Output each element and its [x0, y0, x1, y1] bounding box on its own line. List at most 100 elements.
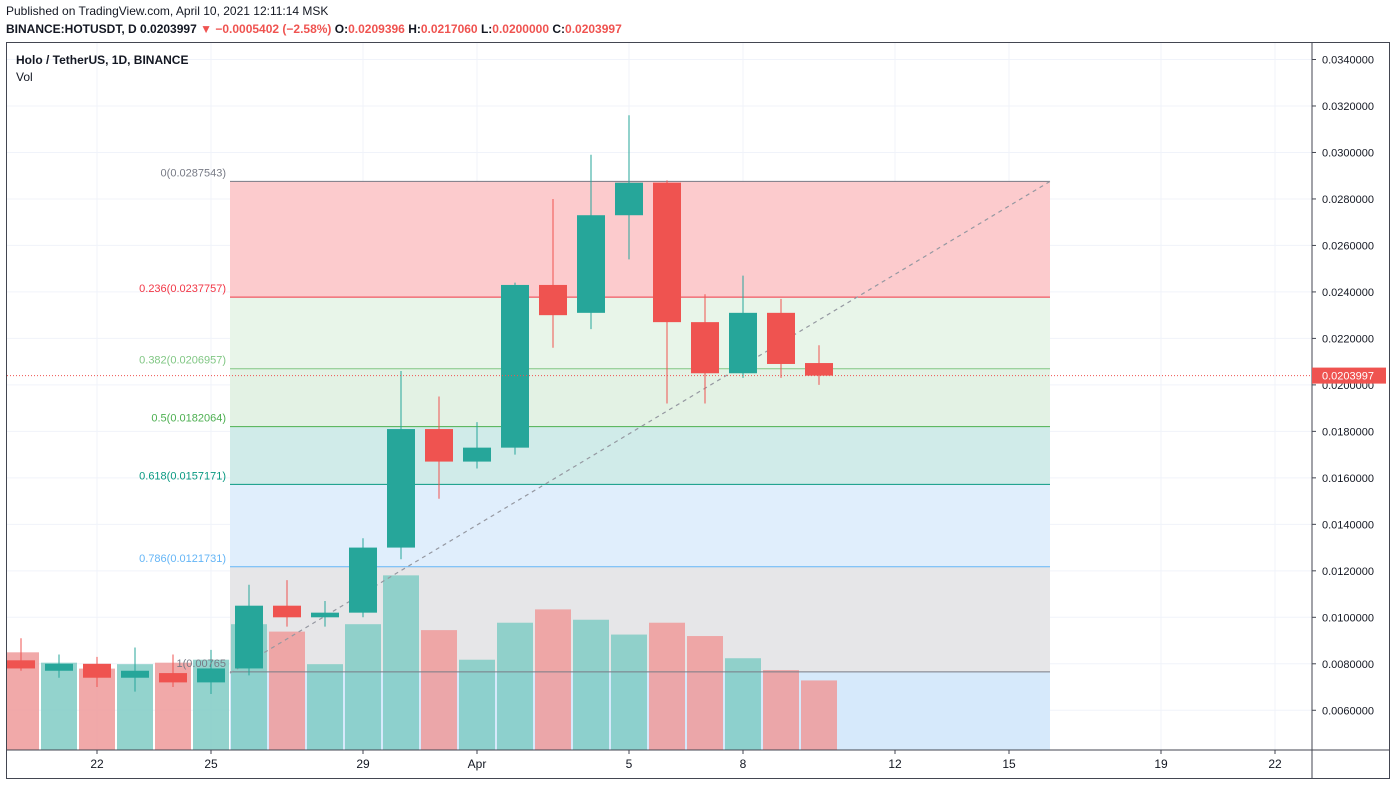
volume-bar — [269, 631, 305, 750]
volume-bar — [801, 680, 837, 750]
volume-bar — [307, 664, 343, 750]
candle-body — [121, 670, 149, 678]
candle-body — [805, 363, 833, 376]
chart-legend-title: Holo / TetherUS, 1D, BINANCE — [16, 53, 189, 67]
last-price-value: 0.0203997 — [140, 22, 197, 36]
candle-body — [729, 312, 757, 374]
y-tick-label: 0.0300000 — [1322, 147, 1374, 159]
fib-level-label: 1(0.00765 — [176, 658, 226, 670]
candle — [45, 654, 73, 678]
last-price-badge — [1312, 367, 1386, 384]
y-tick-label: 0.0160000 — [1322, 473, 1374, 485]
low-value: 0.0200000 — [492, 22, 549, 36]
candle — [349, 538, 377, 618]
y-tick-label: 0.0280000 — [1322, 194, 1374, 206]
x-tick-label: 22 — [90, 757, 104, 771]
candle — [729, 275, 757, 378]
candle — [425, 396, 453, 499]
volume-bar — [687, 636, 723, 750]
candle — [197, 649, 225, 695]
y-tick-label: 0.0220000 — [1322, 333, 1374, 345]
volume-bar — [497, 622, 533, 750]
close-label: C: — [552, 22, 566, 36]
volume-bar — [763, 670, 799, 750]
low-label: L: — [480, 22, 493, 36]
x-tick-label: 15 — [1002, 757, 1016, 771]
symbol-label: BINANCE:HOTUSDT, D — [6, 22, 137, 36]
fib-level-label: 0.618(0.0157171) — [139, 470, 226, 482]
fib-zone — [230, 426, 1050, 485]
volume-bar — [573, 619, 609, 750]
last-price-badge-label: 0.0203997 — [1322, 371, 1374, 383]
candle — [539, 198, 567, 348]
high-value: 0.0217060 — [420, 22, 478, 36]
x-tick-label: 19 — [1154, 757, 1168, 771]
candle — [159, 654, 187, 688]
fib-level-label: 0.5(0.0182064) — [151, 413, 226, 425]
candle-body — [7, 660, 35, 669]
candle-body — [83, 663, 111, 678]
y-tick-label: 0.0340000 — [1322, 55, 1374, 67]
high-label: H: — [408, 22, 421, 36]
x-tick-label: Apr — [468, 757, 487, 771]
candle — [805, 345, 833, 385]
volume-bar — [459, 659, 495, 750]
candle-body — [501, 284, 529, 448]
candle — [501, 282, 529, 455]
y-tick-label: 0.0140000 — [1322, 519, 1374, 531]
change-down-arrow-icon: ▼ — [200, 22, 212, 36]
close-value: 0.0203997 — [565, 22, 622, 36]
fib-level-label: 0.382(0.0206957) — [139, 355, 226, 367]
y-tick-label: 0.0060000 — [1322, 705, 1374, 717]
candle — [311, 601, 339, 627]
y-tick-label: 0.0180000 — [1322, 426, 1374, 438]
x-tick-label: 8 — [740, 757, 747, 771]
volume-bar — [611, 634, 647, 750]
volume-legend: Vol — [16, 70, 33, 84]
x-tick-label: 29 — [356, 757, 370, 771]
candle-body — [767, 312, 795, 364]
candle-body — [349, 547, 377, 613]
candle — [691, 294, 719, 404]
candle-body — [45, 663, 73, 671]
candle-body — [235, 605, 263, 669]
volume-bar — [345, 624, 381, 750]
candle-body — [691, 322, 719, 374]
y-tick-label: 0.0120000 — [1322, 566, 1374, 578]
candle — [615, 115, 643, 260]
x-tick-label: 22 — [1268, 757, 1282, 771]
volume-bar — [649, 622, 685, 750]
volume-bar — [725, 658, 761, 750]
candle-body — [273, 605, 301, 618]
y-tick-label: 0.0240000 — [1322, 287, 1374, 299]
candle — [273, 580, 301, 627]
candle — [767, 298, 795, 378]
candle — [463, 422, 491, 469]
candle — [121, 647, 149, 692]
candle — [83, 656, 111, 688]
candle — [235, 584, 263, 676]
x-tick-label: 12 — [888, 757, 902, 771]
open-value: 0.0209396 — [348, 22, 405, 36]
fib-level-label: 0.786(0.0121731) — [139, 553, 226, 565]
candle-body — [197, 668, 225, 683]
volume-bar — [421, 630, 457, 750]
published-caption: Published on TradingView.com, April 10, … — [6, 4, 329, 18]
candle-body — [387, 429, 415, 548]
candle-body — [653, 182, 681, 323]
volume-bar — [7, 652, 39, 750]
open-label: O: — [334, 22, 349, 36]
y-tick-label: 0.0260000 — [1322, 240, 1374, 252]
candle-body — [311, 612, 339, 618]
volume-bar — [383, 575, 419, 750]
candle-body — [425, 429, 453, 462]
candle — [387, 370, 415, 560]
fib-level-label: 0(0.0287543) — [161, 167, 226, 179]
symbol-ohlc-bar: BINANCE:HOTUSDT, D 0.0203997 ▼ −0.000540… — [6, 22, 622, 36]
y-tick-label: 0.0320000 — [1322, 101, 1374, 113]
volume-bar — [535, 609, 571, 750]
chart-frame[interactable] — [6, 42, 1390, 779]
candle-body — [463, 447, 491, 462]
fib-zone — [230, 368, 1050, 427]
